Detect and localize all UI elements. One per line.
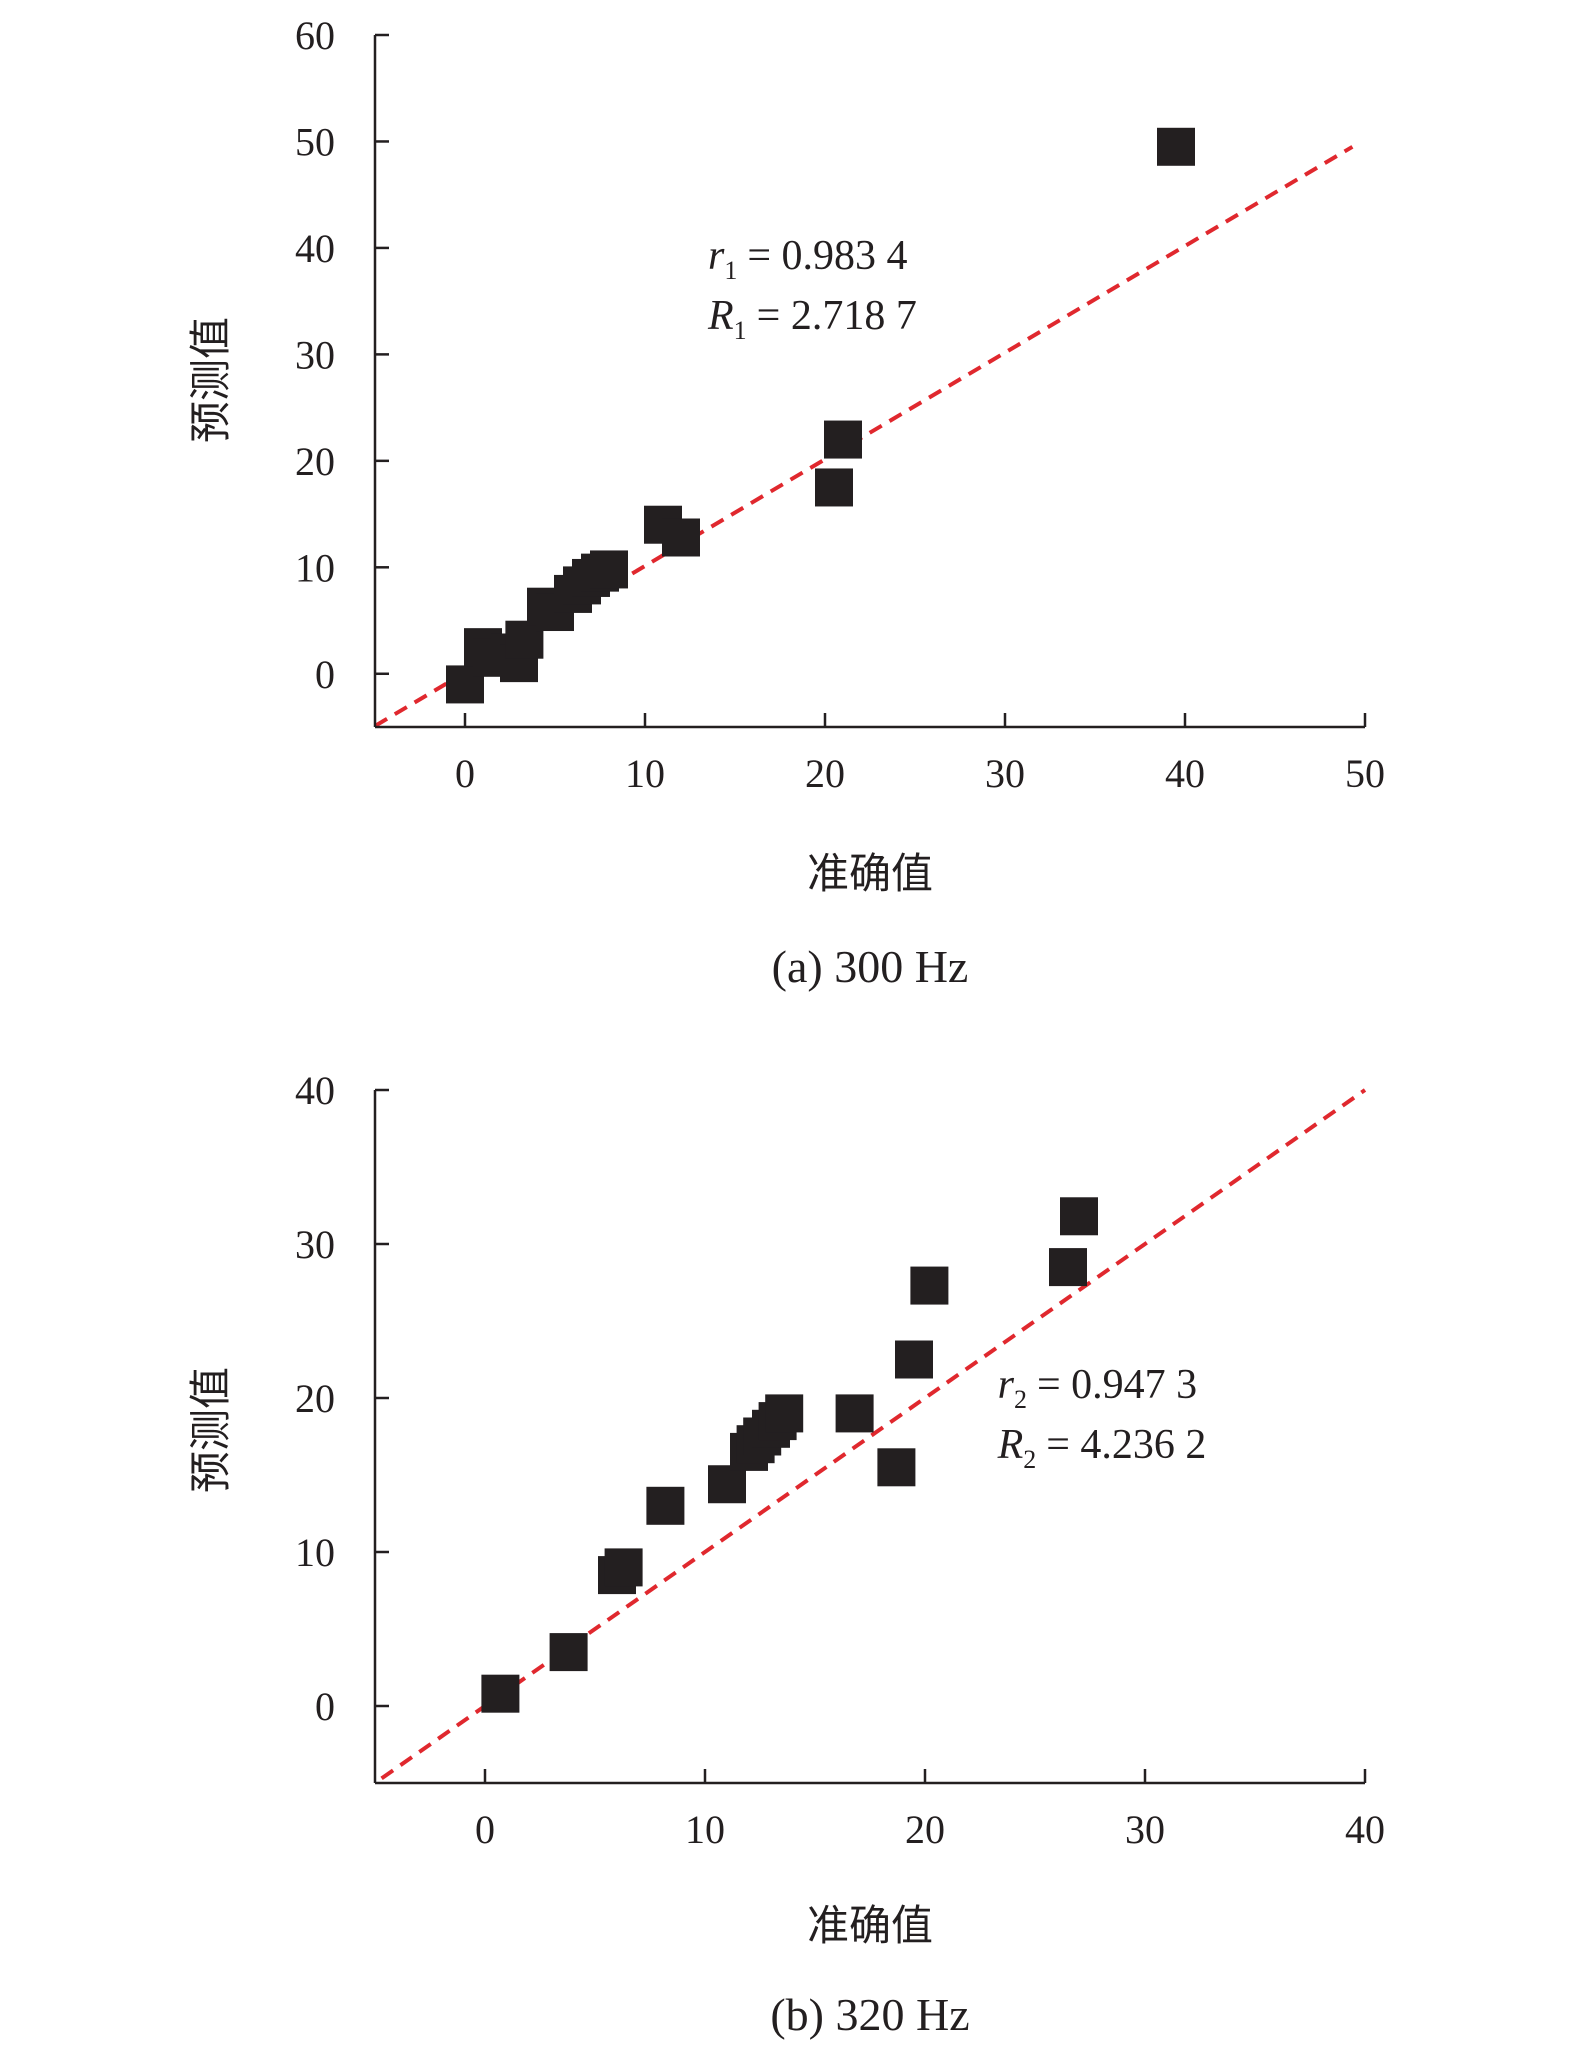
annotation-r2-value: = 0.947 3 [1037,1362,1197,1408]
annotation-R2-sub: 2 [1023,1445,1036,1474]
data-point [549,1633,588,1672]
ticks-layer: 0 10 20 30 40 50 0 10 20 30 40 50 60 [295,13,1385,796]
x-tick-label: 10 [625,751,665,796]
points-layer [481,1197,1098,1713]
x-tick-label: 40 [1165,751,1205,796]
axes-layer [373,1090,1365,1785]
y-tick-label: 0 [315,1684,335,1729]
points-layer [446,127,1195,704]
x-tick-label: 40 [1345,1807,1385,1852]
data-point [646,1486,685,1525]
x-tick-label: 30 [985,751,1025,796]
data-point [1049,1248,1087,1287]
annotation-R1-value: = 2.718 7 [757,293,917,339]
annotation-r1-sub: 1 [724,256,737,285]
annotation-R1-symbol: R [707,293,734,339]
x-tick-label: 20 [905,1807,945,1852]
x-tick-label: 30 [1125,1807,1165,1852]
x-tick-label: 0 [455,751,475,796]
x-tick-label: 10 [685,1807,725,1852]
y-tick-label: 30 [295,1222,335,1267]
annotation-r1-symbol: r [708,233,725,279]
annotation-r2-symbol: r [998,1362,1015,1408]
data-point [765,1394,804,1433]
annotation-r1-value: = 0.983 4 [747,233,907,279]
x-tick-label: 0 [475,1807,495,1852]
data-point [662,518,700,557]
data-point [604,1548,643,1587]
y-tick-label: 10 [295,1530,335,1575]
data-point [877,1448,916,1487]
axes-layer [373,35,1365,729]
data-point [824,420,862,459]
data-point [590,550,628,589]
panel-caption: (a) 300 Hz [772,941,969,992]
y-tick-label: 0 [315,652,335,697]
data-point [910,1266,949,1305]
y-axis-title: 预测值 [189,1367,235,1493]
data-point [815,468,853,507]
annotation-r1: r1 = 0.983 4 [708,233,908,285]
x-tick-label: 20 [805,751,845,796]
y-tick-label: 10 [295,545,335,590]
y-tick-label: 40 [295,226,335,271]
annotation-R2-symbol: R [997,1422,1024,1468]
ticks-layer: 0 10 20 30 40 0 10 20 30 40 [295,1068,1385,1852]
panel-caption: (b) 320 Hz [770,1989,969,2040]
fit-line-layer [380,1088,1367,1781]
y-tick-label: 20 [295,1376,335,1421]
fit-line [380,1088,1367,1781]
annotation-r2-sub: 2 [1014,1385,1027,1414]
y-tick-label: 20 [295,439,335,484]
annotation-R1: R1 = 2.718 7 [707,293,917,345]
x-axis-title: 准确值 [807,851,933,898]
x-tick-label: 50 [1345,751,1385,796]
y-tick-label: 60 [295,13,335,58]
annotation-R2-value: = 4.236 2 [1046,1422,1206,1468]
annotation-r2: r2 = 0.947 3 [998,1362,1198,1414]
annotation-R1-sub: 1 [734,316,747,345]
x-axis-title: 准确值 [807,1903,933,1950]
y-tick-label: 30 [295,332,335,377]
data-point [1060,1197,1098,1236]
y-tick-label: 40 [295,1068,335,1113]
y-tick-label: 50 [295,119,335,164]
data-point [481,1674,520,1713]
annotation-R2: R2 = 4.236 2 [997,1422,1207,1474]
y-axis-title: 预测值 [189,317,235,443]
data-point [1157,127,1195,166]
data-point [895,1340,933,1379]
data-point [708,1465,746,1504]
data-point [835,1394,874,1433]
